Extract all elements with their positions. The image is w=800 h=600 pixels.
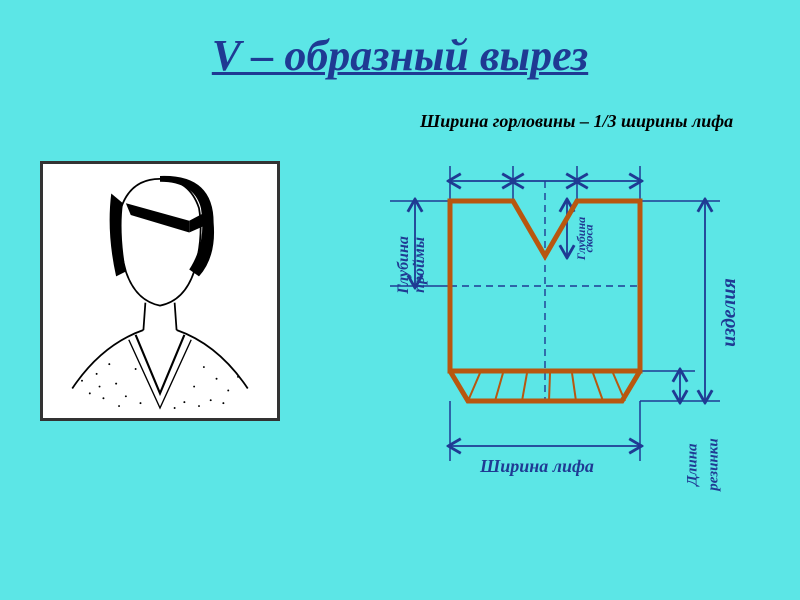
neckline-illustration xyxy=(40,161,280,421)
elastic-label-1: Длина xyxy=(685,443,702,485)
vneck-depth-label-2: скоса xyxy=(581,225,596,253)
content-row: Ширина горловины – 1/3 ширины лифа xyxy=(40,111,760,531)
elastic-label-2: резинки xyxy=(706,438,723,490)
length-label: изделия xyxy=(718,278,741,347)
slide: V – образный вырез xyxy=(0,0,800,600)
diagram-area: Ширина горловины – 1/3 ширины лифа xyxy=(320,111,760,531)
armhole-depth-label-2: проймы xyxy=(411,237,429,293)
illustration-svg xyxy=(43,164,277,418)
slide-title: V – образный вырез xyxy=(40,30,760,81)
bodice-width-label: Ширина лифа xyxy=(480,456,594,477)
neckline-width-label: Ширина горловины – 1/3 ширины лифа xyxy=(420,111,733,132)
